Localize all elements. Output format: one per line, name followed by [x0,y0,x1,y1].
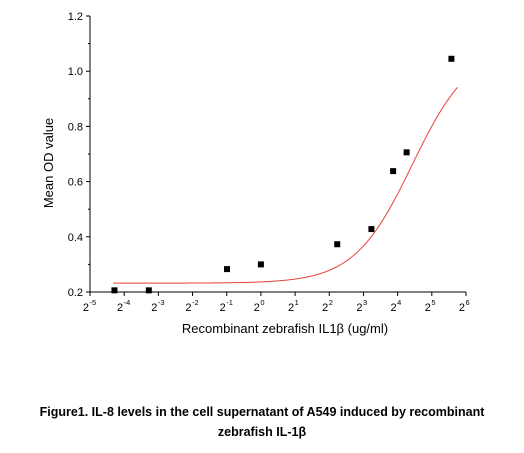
data-point [111,287,118,294]
x-tick-exponent: 1 [295,298,299,307]
x-tick-label: 2 -1 [220,298,233,314]
x-tick-exponent: 5 [431,298,435,307]
x-tick-base: 2 [322,302,328,314]
caption-line-2: zebrafish IL-1β [217,425,307,439]
x-tick-base: 2 [185,302,191,314]
y-axis-ticks: 0.2 0.4 0.6 0.8 1.0 1.2 [68,11,90,299]
x-tick-base: 2 [391,302,397,314]
x-tick-label: 2 -2 [185,298,198,314]
y-tick-label: 1.2 [68,11,83,23]
y-axis-label: Mean OD value [41,118,56,208]
x-tick-exponent: 4 [397,298,401,307]
x-tick-base: 2 [151,302,157,314]
data-point [368,226,375,233]
x-axis-ticks: 2 -5 2 -4 2 -3 2 -2 2 -1 2 0 2 1 2 2 2 3 2 4 2 5 2 6 [83,292,470,314]
y-tick-label: 0.4 [68,232,83,244]
x-tick-exponent: -3 [158,298,165,307]
x-tick-base: 2 [356,302,362,314]
y-tick-label: 0.2 [68,287,83,299]
x-tick-base: 2 [220,302,226,314]
x-tick-exponent: -5 [90,298,97,307]
data-point [145,287,152,294]
chart-area: 2 -5 2 -4 2 -3 2 -2 2 -1 2 0 2 1 2 2 2 3 2 4 2 5 2 6 0.2 0.4 0.6 0… [41,11,470,336]
x-axis-label: Recombinant zebrafish IL1β (ug/ml) [182,321,388,336]
figure-caption: Figure1. IL-8 levels in the cell superna… [0,402,524,442]
caption-line-1: Figure1. IL-8 levels in the cell superna… [39,405,485,419]
data-point [448,55,455,62]
x-tick-exponent: 6 [466,298,470,307]
data-point [403,149,410,156]
x-tick-exponent: 3 [363,298,367,307]
x-tick-exponent: -2 [192,298,199,307]
y-tick-label: 0.8 [68,121,83,133]
x-tick-base: 2 [288,302,294,314]
x-tick-label: 2 -5 [83,298,96,314]
x-tick-base: 2 [459,302,465,314]
x-tick-base: 2 [117,302,123,314]
x-tick-label: 2 -4 [117,298,130,314]
y-tick-label: 0.6 [68,177,83,189]
x-tick-label: 2 -3 [151,298,164,314]
data-point [390,168,397,175]
data-point [257,261,264,268]
x-tick-exponent: 0 [260,298,264,307]
x-tick-base: 2 [83,302,89,314]
x-tick-base: 2 [254,302,260,314]
y-tick-label: 1.0 [68,66,83,78]
data-point [334,241,341,248]
x-tick-base: 2 [425,302,431,314]
fit-curve-group [113,86,459,284]
data-points [111,55,455,294]
x-tick-exponent: -4 [124,298,131,307]
x-tick-exponent: 2 [329,298,333,307]
scatter-chart: 2 -5 2 -4 2 -3 2 -2 2 -1 2 0 2 1 2 2 2 3 2 4 2 5 2 6 0.20.40.60… [41,11,470,336]
x-tick-exponent: -1 [226,298,233,307]
fit-curve [113,86,459,284]
data-point [224,266,231,273]
